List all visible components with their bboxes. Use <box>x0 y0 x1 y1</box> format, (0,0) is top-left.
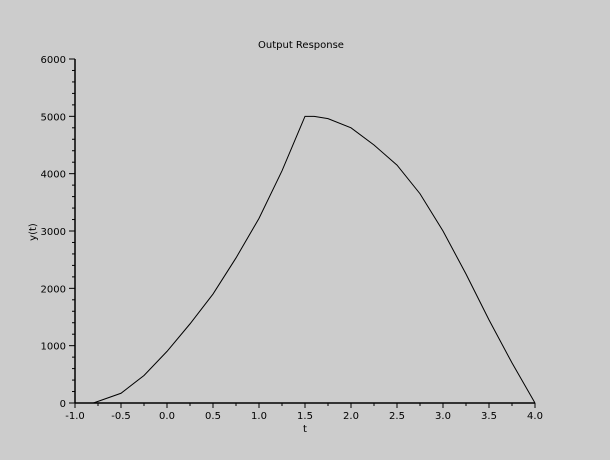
plot-area <box>93 115 536 404</box>
y-tick-label: 2000 <box>41 284 66 295</box>
x-tick-label: 3.5 <box>481 411 497 422</box>
series-line <box>93 115 536 404</box>
y-tick-label: 1000 <box>41 342 66 353</box>
x-tick-label: 4.0 <box>527 411 543 422</box>
x-tick-label: 1.0 <box>251 411 267 422</box>
x-tick-label: 2.5 <box>389 411 405 422</box>
chart-title: Output Response <box>258 40 344 51</box>
y-tick-label: 0 <box>60 399 66 410</box>
ticks: -1.0 -0.5 0.0 0.5 1.0 1.5 2.0 2.5 3.0 3.5 4.0 0 1000… <box>41 55 543 422</box>
axes <box>74 59 535 404</box>
y-tick-label: 6000 <box>41 55 66 66</box>
x-tick-label: 0.0 <box>159 411 175 422</box>
x-tick-label: -1.0 <box>65 411 85 422</box>
y-tick-label: 5000 <box>41 112 66 123</box>
y-tick-label: 4000 <box>41 170 66 181</box>
x-tick-label: -0.5 <box>111 411 131 422</box>
x-tick-label: 0.5 <box>205 411 221 422</box>
x-tick-label: 1.5 <box>297 411 313 422</box>
y-axis-label: y(t) <box>28 223 39 241</box>
y-tick-label: 3000 <box>41 227 66 238</box>
x-tick-label: 2.0 <box>343 411 359 422</box>
x-tick-label: 3.0 <box>435 411 451 422</box>
x-axis-label: t <box>303 424 307 435</box>
